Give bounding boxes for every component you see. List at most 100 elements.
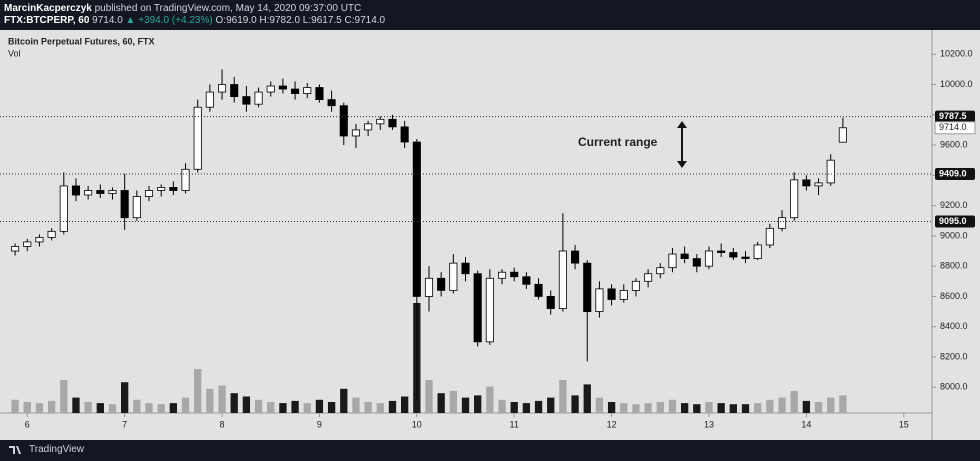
candle-body <box>35 236 44 243</box>
candle-body <box>558 250 567 309</box>
candle-body <box>96 190 105 194</box>
candle-body <box>607 288 616 300</box>
y-tick-label: 8600.0 <box>940 291 968 301</box>
candle-body <box>826 159 835 184</box>
candle-body <box>668 253 677 269</box>
volume-bar <box>267 402 275 413</box>
volume-bar <box>218 385 226 413</box>
x-tick-label: 8 <box>220 419 225 429</box>
level-label: 9095.0 <box>939 216 967 226</box>
candle-body <box>424 277 434 297</box>
candle-body <box>449 262 458 291</box>
volume-bar <box>547 397 555 413</box>
volume-bar <box>181 397 190 413</box>
candle-body <box>412 141 421 297</box>
volume-bar <box>376 403 384 413</box>
volume-bar <box>242 396 251 413</box>
candle-body <box>193 106 202 170</box>
volume-bar <box>449 391 457 413</box>
volume-bar <box>84 402 92 413</box>
volume-bar <box>35 403 44 413</box>
volume-bar <box>680 403 689 413</box>
candle-body <box>510 271 519 278</box>
change: ▲ +394.0 (+4.23%) <box>125 15 213 26</box>
volume-bar <box>656 402 664 413</box>
chart-title: Bitcoin Perpetual Futures, 60, FTX <box>8 36 155 46</box>
volume-bar <box>668 399 677 413</box>
candle-body <box>765 227 774 246</box>
volume-bar <box>827 397 835 413</box>
volume-bar <box>766 399 774 413</box>
candle-body <box>291 88 300 94</box>
candle-body <box>132 196 141 219</box>
candle-body <box>11 246 20 252</box>
volume-bar <box>145 403 153 413</box>
volume-bar <box>425 380 433 413</box>
candle-body <box>753 244 762 259</box>
x-tick-label: 12 <box>607 419 617 429</box>
candle-body <box>230 84 239 98</box>
volume-bar <box>595 397 604 413</box>
volume-bar <box>60 380 68 413</box>
volume-bar <box>11 399 19 413</box>
volume-bar <box>206 388 214 413</box>
x-tick-label: 11 <box>510 419 519 429</box>
candle-body <box>144 190 154 197</box>
candle-body <box>278 85 287 90</box>
candle-body <box>546 296 555 309</box>
candle-body <box>351 129 361 137</box>
time-axis-bg <box>0 413 932 440</box>
symbol-line: FTX:BTCPERP, 60 9714.0 ▲ +394.0 (+4.23%)… <box>4 15 385 26</box>
last-price-label: 9714.0 <box>939 122 967 132</box>
volume-bar <box>729 404 737 413</box>
candle-body <box>400 126 409 143</box>
x-tick-label: 14 <box>801 419 811 429</box>
volume-bar <box>498 399 506 413</box>
x-tick-label: 10 <box>412 419 422 429</box>
volume-bar <box>644 403 652 413</box>
x-tick-label: 15 <box>899 419 909 429</box>
volume-bar <box>169 403 178 413</box>
y-tick-label: 10200.0 <box>940 49 973 59</box>
candle-body <box>631 280 640 291</box>
volume-bar <box>620 403 628 413</box>
volume-bar <box>315 399 324 413</box>
y-tick-label: 8200.0 <box>940 351 968 361</box>
volume-bar <box>571 395 579 413</box>
candle-body <box>595 288 604 312</box>
candle-body <box>205 91 214 108</box>
candle-body <box>644 273 653 282</box>
y-tick-label: 8800.0 <box>940 261 968 271</box>
volume-bar <box>230 393 238 413</box>
y-tick-label: 9200.0 <box>940 200 968 210</box>
volume-bar <box>814 402 823 413</box>
volume-bar <box>839 395 847 413</box>
candle-body <box>315 87 324 101</box>
candle-body <box>656 267 665 275</box>
volume-bar <box>279 403 287 413</box>
volume-bar <box>474 395 482 413</box>
candle-body <box>169 187 178 191</box>
last-price-bg <box>934 121 976 135</box>
candle-body <box>522 276 531 285</box>
candle-body <box>473 273 482 343</box>
candle-body <box>619 289 628 300</box>
candle-body <box>802 179 811 187</box>
published: published on TradingView.com, May 14, 20… <box>94 3 362 14</box>
volume-bar <box>522 403 531 413</box>
volume-bar <box>352 397 360 413</box>
x-tick-label: 6 <box>25 419 30 429</box>
candle-body <box>364 123 373 131</box>
symbol: FTX:BTCPERP, 60 <box>4 15 90 26</box>
volume-bar <box>194 369 202 413</box>
volume-bar <box>121 382 129 413</box>
volume-bar <box>96 403 104 413</box>
volume-bar <box>364 402 372 413</box>
volume-bar <box>632 404 640 413</box>
volume-bar <box>754 403 762 413</box>
volume-bar <box>72 397 80 413</box>
volume-bar <box>534 400 543 413</box>
volume-bar <box>778 397 786 413</box>
volume-bar <box>133 399 141 413</box>
